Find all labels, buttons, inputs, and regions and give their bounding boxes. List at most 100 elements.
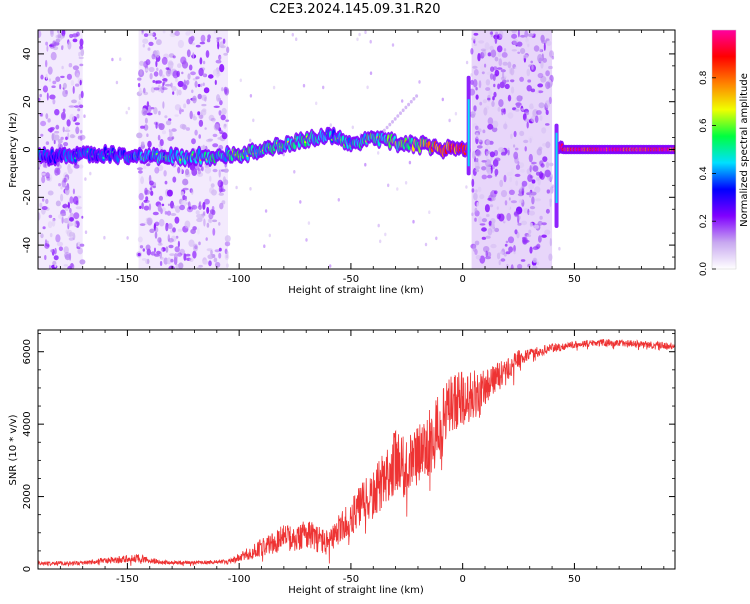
noise-speckle (502, 61, 508, 66)
noise-speckle (50, 30, 54, 37)
noise-speckle (192, 52, 195, 59)
noise-speckle (161, 56, 168, 65)
noise-speckle (203, 218, 206, 227)
snr-ylabel: SNR (10 * v/v) (8, 414, 19, 485)
noise-speckle (222, 38, 226, 44)
noise-speckle (186, 98, 191, 105)
noise-speckle (146, 248, 151, 256)
noise-speckle (76, 221, 80, 228)
noise-speckle (76, 113, 80, 119)
noise-speckle (84, 230, 88, 234)
spectrogram-ylabel: Frequency (Hz) (8, 112, 19, 188)
noise-speckle (377, 151, 380, 155)
noise-speckle (187, 73, 191, 80)
noise-speckle (78, 56, 84, 60)
noise-speckle (220, 114, 226, 121)
noise-speckle (177, 80, 184, 88)
noise-speckle (541, 222, 547, 226)
noise-speckle (156, 250, 161, 255)
noise-speckle (322, 85, 325, 90)
noise-speckle (249, 94, 253, 98)
noise-speckle (67, 168, 73, 174)
noise-speckle (206, 248, 213, 252)
noise-speckle (212, 69, 218, 76)
noise-speckle (511, 49, 517, 52)
noise-speckle (366, 85, 369, 90)
noise-speckle (513, 210, 520, 218)
noise-speckle (46, 45, 49, 52)
noise-speckle (479, 194, 485, 200)
noise-speckle (305, 238, 308, 242)
noise-speckle (212, 228, 216, 236)
noise-speckle (479, 101, 483, 106)
noise-speckle (68, 62, 73, 68)
noise-speckle (465, 185, 468, 189)
noise-speckle (549, 50, 554, 58)
noise-speckle (166, 257, 172, 265)
noise-speckle (47, 66, 53, 75)
noise-speckle (441, 97, 444, 102)
noise-speckle (520, 48, 526, 54)
noise-speckle (48, 78, 52, 82)
noise-speckle (507, 236, 515, 244)
noise-speckle (171, 86, 177, 92)
noise-speckle (404, 181, 408, 185)
noise-speckle (522, 237, 527, 245)
noise-speckle (72, 38, 78, 43)
noise-speckle (517, 263, 523, 269)
noise-speckle (496, 206, 499, 210)
noise-speckle (74, 122, 80, 126)
noise-speckle (476, 202, 480, 208)
noise-speckle (161, 130, 167, 135)
noise-speckle (77, 247, 83, 255)
noise-speckle (475, 169, 480, 173)
noise-speckle (272, 85, 276, 90)
noise-speckle (221, 132, 228, 140)
noise-speckle (520, 259, 526, 262)
noise-speckle (485, 145, 491, 150)
noise-speckle (181, 109, 184, 113)
noise-speckle (205, 50, 210, 58)
noise-speckle (536, 261, 539, 266)
noise-speckle (496, 252, 501, 260)
noise-speckle (509, 176, 513, 183)
noise-speckle (548, 162, 554, 167)
noise-speckle (225, 254, 229, 259)
colorbar-label: Normalized spectral amplitude (739, 73, 750, 227)
noise-speckle (545, 208, 550, 214)
noise-speckle (76, 246, 81, 249)
noise-speckle (78, 101, 81, 106)
noise-speckle (158, 143, 161, 148)
noise-speckle (224, 235, 231, 243)
noise-speckle (66, 229, 73, 238)
noise-speckle (48, 264, 51, 269)
noise-speckle (213, 31, 217, 34)
noise-speckle (492, 210, 496, 214)
noise-speckle (387, 183, 390, 188)
snr-axes: -150 -100 -50 0 50 0 2000 4000 6000 (22, 330, 675, 585)
noise-speckle (507, 112, 514, 119)
noise-speckle (516, 41, 523, 47)
noise-speckle (195, 210, 200, 215)
noise-speckle (489, 73, 494, 80)
noise-speckle (551, 184, 555, 188)
noise-speckle (531, 265, 538, 269)
noise-speckle (55, 200, 62, 207)
noise-speckle (530, 88, 536, 93)
noise-speckle (197, 227, 200, 235)
noise-speckle (172, 204, 176, 209)
noise-speckle (203, 87, 210, 94)
noise-speckle (75, 126, 80, 135)
noise-speckle (530, 191, 537, 196)
noise-speckle (494, 69, 500, 77)
noise-speckle (481, 174, 487, 180)
noise-speckle (544, 169, 551, 178)
noise-speckle (216, 94, 221, 102)
noise-speckle (159, 261, 163, 266)
noise-speckle (63, 177, 67, 183)
noise-speckle (62, 89, 68, 98)
noise-speckle (364, 30, 367, 34)
noise-speckle (487, 227, 493, 236)
noise-speckle (491, 100, 495, 107)
noise-speckle (38, 212, 41, 221)
